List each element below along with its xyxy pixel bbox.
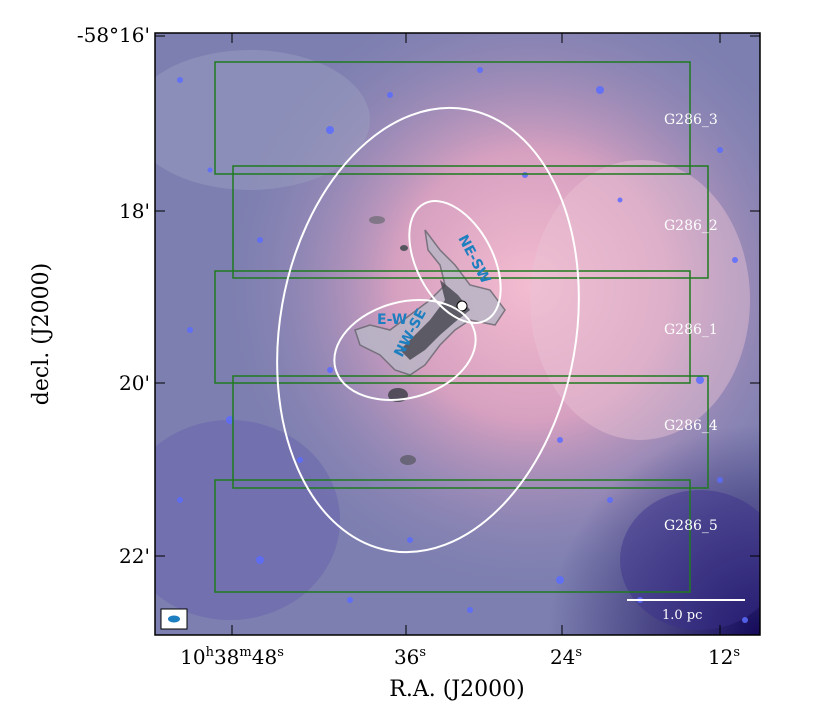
field-label-g286-4: G286_4 bbox=[664, 418, 718, 434]
field-label-g286-3: G286_3 bbox=[664, 112, 718, 128]
field-box-g286-2 bbox=[232, 165, 709, 279]
beam-ellipse bbox=[168, 615, 180, 623]
field-box-g286-4 bbox=[232, 375, 709, 489]
axis-ticks bbox=[155, 33, 760, 635]
field-label-g286-5: G286_5 bbox=[664, 518, 718, 534]
y-tick-label: 18' bbox=[119, 199, 150, 223]
region-label-e-w: E-W bbox=[377, 312, 407, 328]
x-tick-label: 36s bbox=[394, 645, 426, 669]
e-w-ellipse bbox=[333, 299, 477, 401]
x-axis-title: R.A. (J2000) bbox=[389, 677, 524, 702]
x-tick-label: 12s bbox=[708, 645, 740, 669]
sky-image: G286_3 G286_2 G286_1 G286_4 G286_5 NE-SW… bbox=[155, 33, 760, 635]
field-box-g286-1 bbox=[214, 270, 691, 384]
x-tick-label: 10h38m48s bbox=[180, 645, 284, 669]
y-tick-label: -58°16' bbox=[77, 23, 150, 47]
y-axis-title: decl. (J2000) bbox=[29, 263, 54, 405]
y-tick-label: 20' bbox=[119, 371, 150, 395]
plot-frame bbox=[154, 32, 761, 636]
field-box-g286-3 bbox=[214, 61, 691, 175]
scale-bar-label: 1.0 pc bbox=[662, 608, 702, 623]
field-box-g286-5 bbox=[214, 479, 691, 593]
field-label-g286-1: G286_1 bbox=[664, 322, 718, 338]
field-label-g286-2: G286_2 bbox=[664, 218, 718, 234]
large-ellipse bbox=[276, 106, 580, 554]
x-tick-label: 24s bbox=[550, 645, 582, 669]
y-tick-label: 22' bbox=[119, 544, 150, 568]
field-boxes bbox=[214, 61, 709, 593]
ne-sw-ellipse bbox=[408, 200, 502, 324]
ellipses bbox=[276, 106, 580, 554]
